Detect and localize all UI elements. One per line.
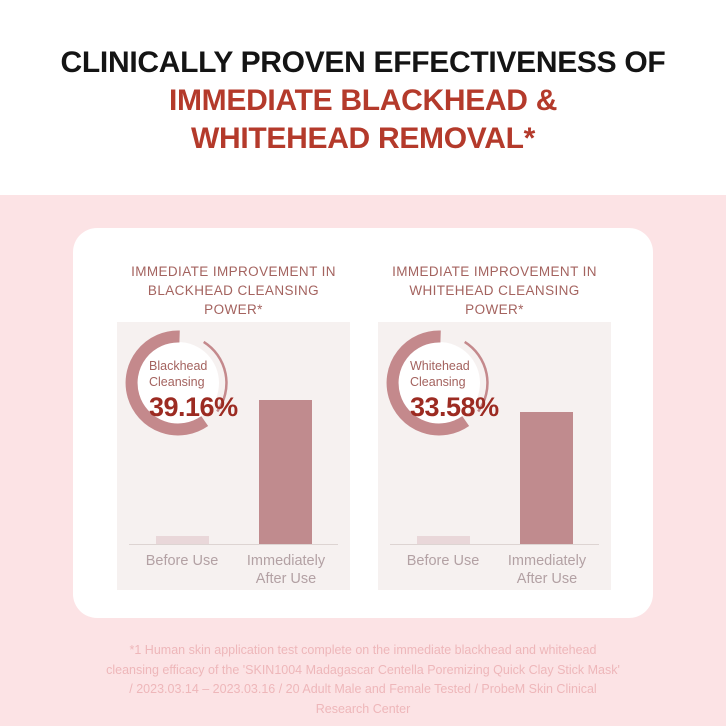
blackhead-panel: IMMEDIATE IMPROVEMENT IN BLACKHEAD CLEAN… xyxy=(117,262,350,590)
x-axis-label-before-use: Before Use xyxy=(127,552,237,570)
page-title-line2: IMMEDIATE BLACKHEAD & xyxy=(168,84,558,117)
x-label-text: Immediately xyxy=(507,553,587,569)
page-header: CLINICALLY PROVEN EFFECTIVENESS OF IMMED… xyxy=(0,44,726,158)
footnote-line3: / 2023.03.14 – 2023.03.16 / 20 Adult Mal… xyxy=(129,682,597,696)
whitehead-panel-title: IMMEDIATE IMPROVEMENT IN WHITEHEAD CLEAN… xyxy=(378,262,611,319)
whitehead-panel-title-line2: WHITEHEAD CLEANSING POWER* xyxy=(409,283,580,317)
effectiveness-card: IMMEDIATE IMPROVEMENT IN BLACKHEAD CLEAN… xyxy=(73,228,653,618)
bar-before-use xyxy=(156,536,209,544)
footnote-line1: *1 Human skin application test complete … xyxy=(129,643,597,657)
footnote-text: *1 Human skin application test complete … xyxy=(83,641,643,719)
footnote-line2: cleansing efficacy of the 'SKIN1004 Mada… xyxy=(106,662,620,677)
blackhead-donut-text: Blackhead Cleansing 39.16% xyxy=(149,358,238,423)
whitehead-panel-title-line1: IMMEDIATE IMPROVEMENT IN xyxy=(392,264,597,279)
x-axis-label-before-use: Before Use xyxy=(388,552,498,570)
blackhead-panel-title-line2: BLACKHEAD CLEANSING POWER* xyxy=(147,283,320,317)
donut-label-line2: Cleansing xyxy=(410,375,466,389)
blackhead-percentage-value: 39.16% xyxy=(149,392,238,422)
donut-label-line2: Cleansing xyxy=(149,375,205,389)
x-label-text: Immediately xyxy=(246,553,326,569)
x-label-text: Before Use xyxy=(145,553,219,569)
blackhead-panel-title: IMMEDIATE IMPROVEMENT IN BLACKHEAD CLEAN… xyxy=(117,262,350,319)
donut-label-line1: Whitehead xyxy=(410,359,470,373)
x-label-text: Before Use xyxy=(406,553,480,569)
blackhead-panel-title-line1: IMMEDIATE IMPROVEMENT IN xyxy=(131,264,336,279)
whitehead-donut-text: Whitehead Cleansing 33.58% xyxy=(410,358,499,423)
x-axis-baseline xyxy=(390,544,599,545)
donut-label-line1: Blackhead xyxy=(149,359,208,373)
bar-immediately-after-use xyxy=(520,412,573,544)
blackhead-chart-panel: Blackhead Cleansing 39.16% Before Use Im… xyxy=(117,322,350,590)
bar-immediately-after-use xyxy=(259,400,312,544)
x-axis-baseline xyxy=(129,544,338,545)
page-title-line3: WHITEHEAD REMOVAL* xyxy=(190,122,536,155)
bar-before-use xyxy=(417,536,470,544)
whitehead-chart-panel: Whitehead Cleansing 33.58% Before Use Im… xyxy=(378,322,611,590)
x-label-text: After Use xyxy=(255,571,317,587)
x-axis-label-after-use: Immediately After Use xyxy=(492,552,602,588)
whitehead-percentage-value: 33.58% xyxy=(410,392,499,422)
whitehead-panel: IMMEDIATE IMPROVEMENT IN WHITEHEAD CLEAN… xyxy=(378,262,611,590)
x-label-text: After Use xyxy=(516,571,578,587)
donut-ring-icon xyxy=(125,330,228,436)
footnote-line4: Research Center xyxy=(315,701,411,716)
x-axis-label-after-use: Immediately After Use xyxy=(231,552,341,588)
page-title-line1: CLINICALLY PROVEN EFFECTIVENESS OF xyxy=(60,46,666,79)
donut-ring-icon xyxy=(386,330,489,436)
